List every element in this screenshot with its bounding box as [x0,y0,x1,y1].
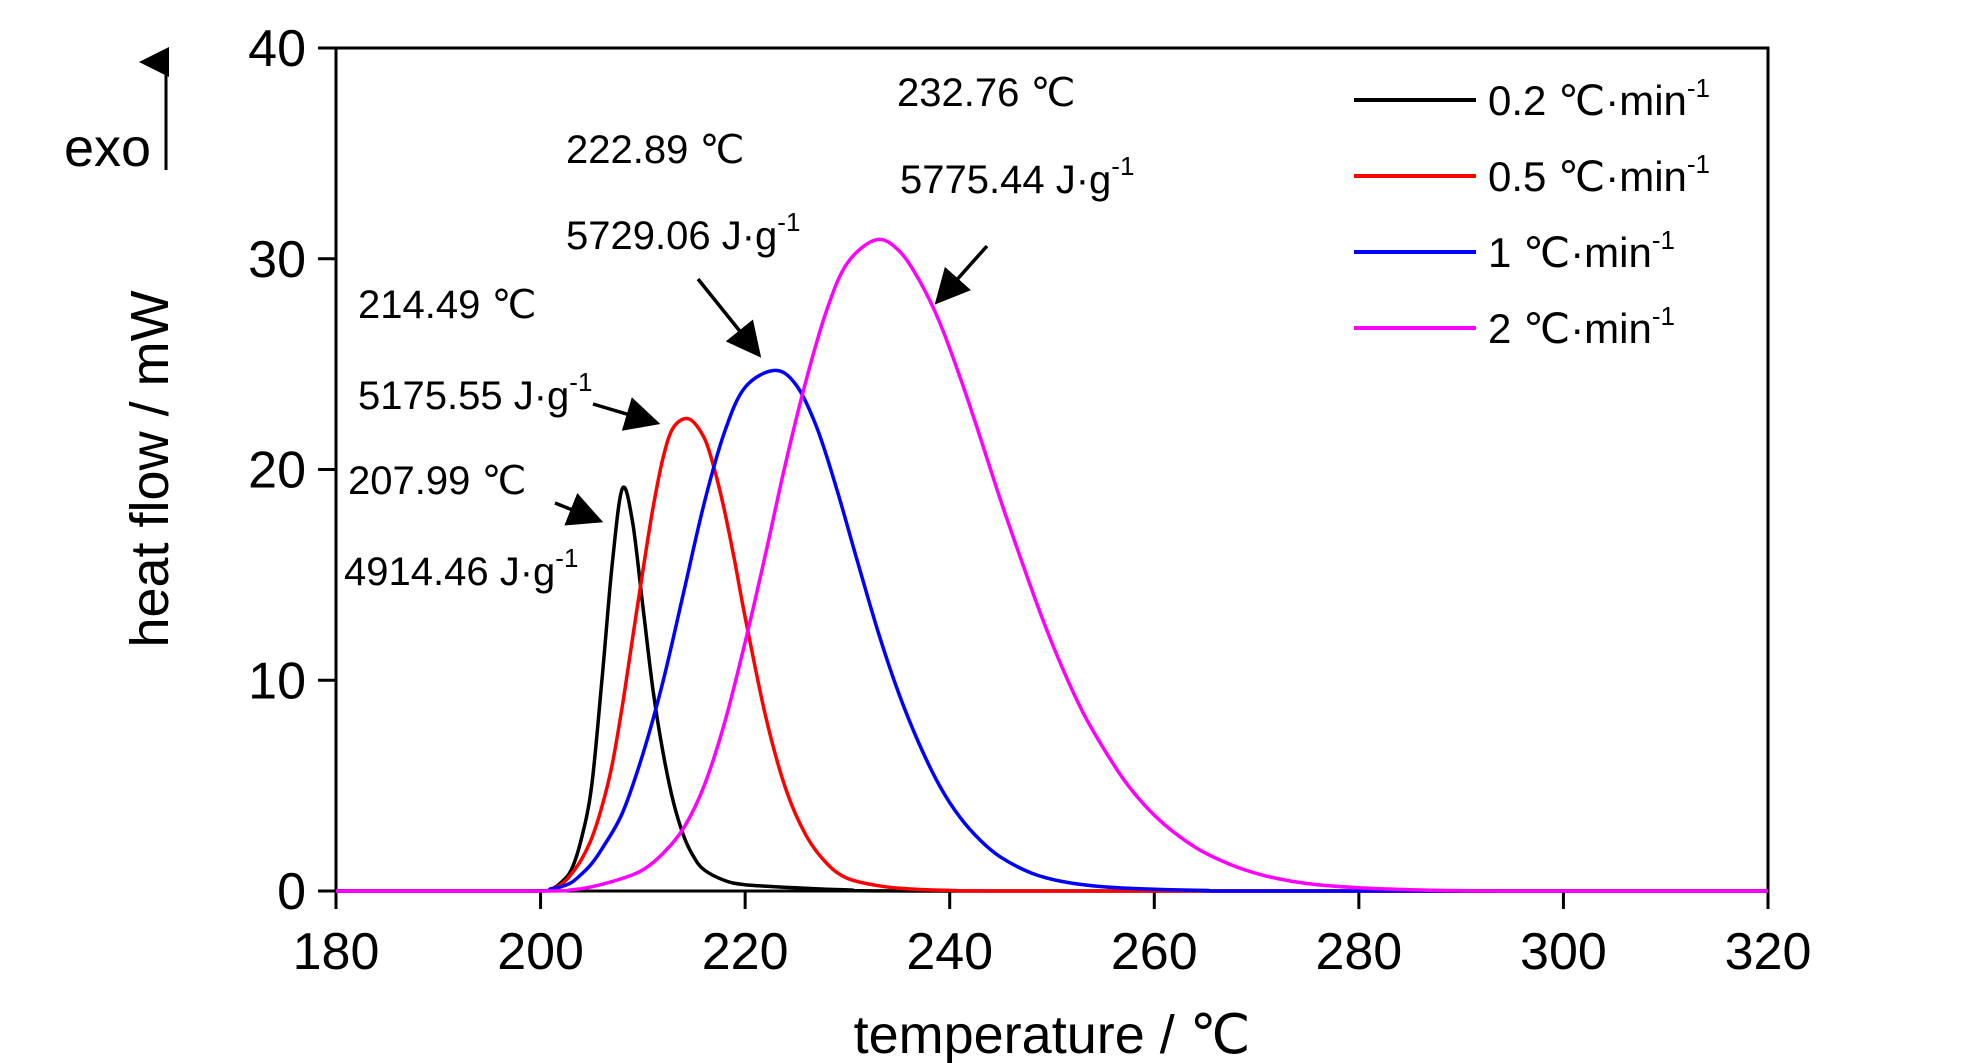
legend-name: 2 ℃·min [1488,305,1652,352]
y-tick-label: 40 [248,20,306,78]
y-tick-label: 10 [248,652,306,710]
enthalpy-unit-sup: -1 [555,543,578,573]
y-tick-label: 30 [248,231,306,289]
x-tick-label: 320 [1725,923,1812,981]
legend-label: 2 ℃·min-1 [1488,301,1675,352]
x-tick-label: 300 [1520,923,1607,981]
annotation-arrow [934,244,989,305]
y-tick-label: 0 [277,863,306,921]
peak-temperature-label: 214.49 ℃ [358,283,536,327]
legend-label: 0.5 ℃·min-1 [1488,149,1710,200]
peak-temperature-label: 207.99 ℃ [348,459,526,503]
y-axis: 0 10 20 30 40 [248,20,336,921]
peak-temperature-label: 232.76 ℃ [897,71,1075,115]
x-tick-label: 280 [1315,923,1402,981]
x-tick-label: 240 [906,923,993,981]
x-tick-label: 200 [497,923,584,981]
enthalpy-value: 4914.46 J·g [344,550,555,594]
enthalpy-label: 5729.06 J·g-1 [566,207,800,258]
annotation-arrow [592,397,661,431]
peak-temperature-label: 222.89 ℃ [566,128,744,172]
legend-name: 0.5 ℃·min [1488,153,1687,200]
x-tick-label: 220 [702,923,789,981]
enthalpy-value: 5729.06 J·g [566,214,777,258]
legend-name: 0.2 ℃·min [1488,77,1687,124]
annotation-arrow [554,493,604,526]
series-line-1 [335,416,1769,893]
legend-name: 1 ℃·min [1488,229,1652,276]
exo-label: exo [64,118,151,178]
x-tick-label: 260 [1111,923,1198,981]
series-lines [335,237,1769,893]
x-axis: 180 200 220 240 260 280 300 320 [293,891,1812,981]
enthalpy-label: 4914.46 J·g-1 [344,543,578,594]
annotation-arrow [696,277,762,358]
legend-label: 0.2 ℃·min-1 [1488,73,1710,124]
y-axis-title: heat flow / mW [120,290,180,647]
enthalpy-label: 5175.55 J·g-1 [358,367,592,418]
series-line-2 [335,368,1769,893]
legend-sup: -1 [1652,301,1675,331]
legend-sup: -1 [1652,225,1675,255]
enthalpy-unit-sup: -1 [777,207,800,237]
enthalpy-unit-sup: -1 [569,367,592,397]
x-tick-label: 180 [293,923,380,981]
enthalpy-value: 5775.44 J·g [900,158,1111,202]
series-line-0 [335,485,1769,893]
legend: 0.2 ℃·min-10.5 ℃·min-11 ℃·min-12 ℃·min-1 [1354,73,1710,352]
enthalpy-label: 5775.44 J·g-1 [900,151,1134,202]
legend-label: 1 ℃·min-1 [1488,225,1675,276]
y-tick-label: 20 [248,442,306,500]
legend-sup: -1 [1687,73,1710,103]
x-axis-title: temperature / ℃ [854,1005,1251,1063]
enthalpy-value: 5175.55 J·g [358,374,569,418]
enthalpy-unit-sup: -1 [1111,151,1134,181]
legend-sup: -1 [1687,149,1710,179]
series-line-3 [335,237,1769,893]
